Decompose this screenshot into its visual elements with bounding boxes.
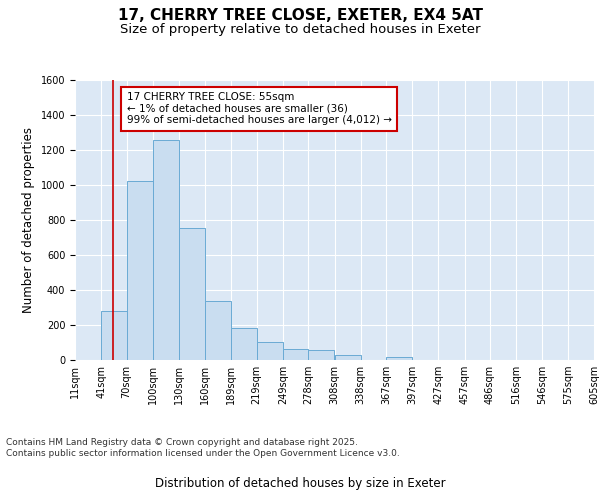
Bar xyxy=(205,300,230,360)
Bar xyxy=(257,342,283,360)
Bar xyxy=(386,356,412,360)
Text: Distribution of detached houses by size in Exeter: Distribution of detached houses by size … xyxy=(155,477,445,490)
Text: Contains HM Land Registry data © Crown copyright and database right 2025.
Contai: Contains HM Land Registry data © Crown c… xyxy=(6,438,400,458)
Bar xyxy=(308,350,335,360)
Bar xyxy=(335,355,361,360)
Bar xyxy=(179,228,205,360)
Bar xyxy=(101,311,127,360)
Text: 17 CHERRY TREE CLOSE: 55sqm
← 1% of detached houses are smaller (36)
99% of semi: 17 CHERRY TREE CLOSE: 55sqm ← 1% of deta… xyxy=(127,92,392,126)
Text: Size of property relative to detached houses in Exeter: Size of property relative to detached ho… xyxy=(120,22,480,36)
Bar xyxy=(153,140,179,360)
Bar xyxy=(230,328,257,360)
Y-axis label: Number of detached properties: Number of detached properties xyxy=(22,127,35,313)
Bar xyxy=(127,182,153,360)
Text: 17, CHERRY TREE CLOSE, EXETER, EX4 5AT: 17, CHERRY TREE CLOSE, EXETER, EX4 5AT xyxy=(118,8,482,22)
Bar xyxy=(283,348,308,360)
